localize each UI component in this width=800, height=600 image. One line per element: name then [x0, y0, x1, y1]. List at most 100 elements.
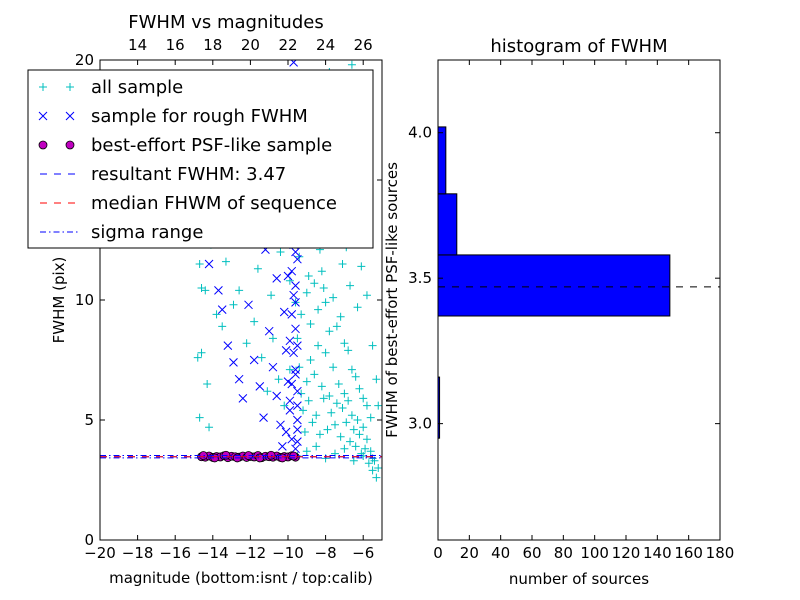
all-sample-point — [201, 286, 210, 295]
histogram-y-axis-label: FWHM of best-effort PSF-like sources — [383, 162, 401, 438]
all-sample-point — [195, 413, 204, 422]
sample-for-rough-fwhm-point — [287, 379, 297, 389]
sample-for-rough-fwhm-point — [283, 377, 293, 386]
reference-lines — [100, 455, 382, 459]
all-sample-point — [297, 389, 306, 398]
x-tick-label: −10 — [272, 544, 304, 562]
sample-for-rough-fwhm-point — [223, 341, 233, 350]
histogram-x-tick-label: 20 — [460, 544, 479, 562]
y-tick-label: 0 — [84, 531, 94, 549]
all-sample-point — [361, 444, 370, 453]
legend-marker-swatch — [38, 140, 48, 150]
x-tick-label: −18 — [122, 544, 154, 562]
sample-for-rough-fwhm-point — [287, 266, 297, 276]
top-axis-tick-label: 18 — [203, 36, 222, 54]
sample-for-rough-fwhm-point — [291, 281, 300, 290]
all-sample-point — [347, 60, 356, 69]
all-sample-point — [353, 416, 362, 424]
sample-for-rough-fwhm-point — [291, 324, 300, 334]
all-sample-point — [242, 339, 251, 348]
histogram-axes-frame — [437, 59, 721, 541]
sample-for-rough-fwhm-point — [291, 370, 300, 379]
sample-for-rough-fwhm-point — [285, 336, 295, 346]
all-sample-point — [329, 363, 338, 372]
all-sample-point — [366, 413, 375, 422]
histogram-x-tick-label: 140 — [643, 544, 672, 562]
all-sample-point — [340, 339, 349, 348]
sample-for-rough-fwhm-point — [204, 259, 214, 269]
histogram-x-tick-label: 160 — [674, 544, 703, 562]
histogram-x-tick-label: 120 — [612, 544, 641, 562]
all-sample-point — [203, 380, 212, 388]
legend-entry: resultant FWHM: 3.47 — [40, 164, 286, 185]
all-sample-point — [325, 392, 334, 400]
x-tick-label: −14 — [197, 544, 229, 562]
all-sample-point — [344, 346, 353, 355]
all-sample-point — [197, 348, 206, 357]
sample-for-rough-fwhm-point — [234, 374, 244, 384]
all-sample-point — [364, 459, 373, 468]
sample-for-rough-fwhm-point — [289, 348, 298, 358]
all-sample-point — [274, 375, 283, 384]
all-sample-point — [332, 322, 341, 331]
legend-entry: sigma range — [40, 222, 203, 243]
sample-for-rough-fwhm-point — [287, 434, 297, 444]
sample-for-rough-fwhm-point — [238, 394, 248, 403]
x-tick-label: −6 — [352, 544, 374, 562]
legend-label: resultant FWHM: 3.47 — [91, 164, 286, 185]
sample-for-rough-fwhm-point — [293, 425, 302, 434]
all-sample-point — [306, 320, 315, 328]
all-sample-point — [302, 377, 311, 386]
scatter-title: FWHM vs magnitudes — [128, 12, 323, 33]
all-sample-point — [280, 401, 289, 410]
all-sample-point — [205, 423, 214, 432]
histogram-bar — [438, 126, 447, 195]
all-sample-point — [349, 425, 358, 434]
sample-for-rough-fwhm-point — [255, 382, 265, 391]
x-tick-label: −20 — [84, 544, 116, 562]
all-sample-point — [368, 341, 377, 350]
all-sample-point — [366, 447, 375, 456]
all-sample-point — [359, 394, 368, 403]
all-sample-point — [312, 411, 321, 420]
all-sample-point — [319, 394, 328, 403]
all-sample-point — [321, 348, 330, 357]
histogram-y-ticks: 3.0 3.5 4.0 — [408, 124, 720, 433]
all-sample-point — [319, 284, 328, 292]
all-sample-point — [351, 372, 360, 381]
sample-for-rough-fwhm-point — [285, 396, 295, 406]
legend-entry: best-effort PSF-like sample — [38, 135, 332, 156]
all-sample-point — [351, 442, 360, 451]
histogram-x-tick-label: 40 — [491, 544, 510, 562]
sample-for-rough-fwhm-point — [291, 298, 300, 307]
top-axis-tick-label: 22 — [278, 36, 297, 54]
legend-label: median FHWM of sequence — [91, 193, 337, 214]
legend-marker-swatch — [39, 83, 47, 91]
sample-for-rough-fwhm-point — [264, 326, 274, 336]
all-sample-point — [297, 310, 306, 319]
all-sample-point — [374, 464, 382, 472]
histogram-x-tick-label: 80 — [554, 544, 573, 562]
all-sample-point — [317, 267, 326, 276]
all-sample-point — [355, 384, 364, 393]
x-axis-ticks: −20 −18 −16 −14 −12 −10 −8 −6 — [84, 60, 374, 562]
all-sample-point — [263, 387, 272, 396]
legend-entry: all sample — [39, 77, 183, 98]
all-sample-point — [334, 380, 343, 388]
histogram-title: histogram of FWHM — [490, 36, 667, 57]
sample-for-rough-fwhm-point — [249, 355, 259, 365]
all-sample-point — [310, 370, 319, 379]
x-tick-label: −8 — [315, 544, 337, 562]
sample-for-rough-fwhm-point — [217, 305, 227, 314]
all-sample-point — [250, 317, 259, 326]
histogram-y-tick-label: 3.5 — [408, 269, 432, 287]
top-axis-tick-label: 20 — [241, 36, 260, 54]
all-sample-point — [302, 288, 311, 297]
histogram-panel: 0 20 40 60 80 100 120 140 160 180 3.0 3.5 4.0 histo… — [383, 36, 734, 588]
all-sample-point — [235, 286, 244, 295]
histogram-x-axis-label: number of sources — [509, 570, 649, 588]
histogram-x-tick-label: 180 — [706, 544, 735, 562]
all-sample-point — [362, 291, 371, 300]
all-sample-point — [221, 257, 230, 266]
all-sample-point — [308, 418, 317, 427]
